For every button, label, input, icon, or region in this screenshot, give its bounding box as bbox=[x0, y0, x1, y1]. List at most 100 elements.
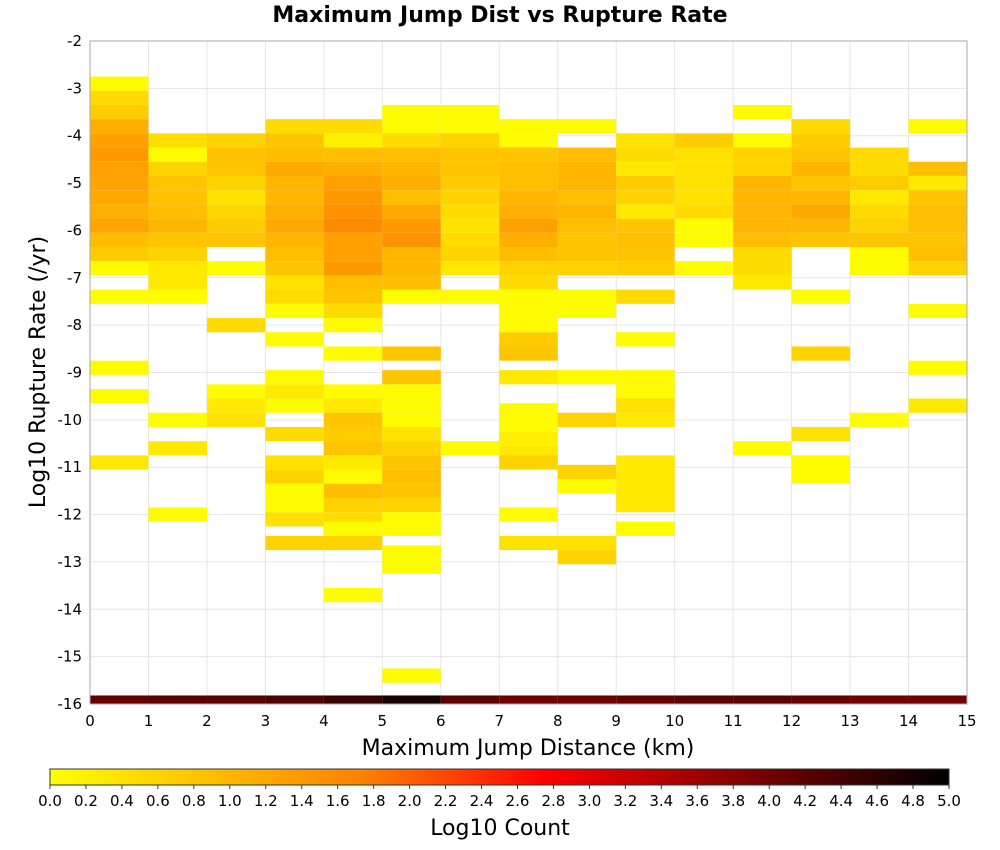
heatmap-cell bbox=[323, 587, 383, 603]
x-tick-label: 14 bbox=[899, 712, 918, 730]
heatmap-cell bbox=[382, 204, 441, 219]
heatmap-cell bbox=[90, 218, 149, 233]
heatmap-cell bbox=[440, 289, 500, 304]
heatmap-cell bbox=[382, 469, 441, 484]
heatmap-cell bbox=[90, 204, 149, 219]
heatmap-cell bbox=[733, 275, 792, 290]
heatmap-cell bbox=[616, 190, 675, 205]
heatmap-cell bbox=[557, 303, 617, 319]
heatmap-cell bbox=[90, 161, 149, 176]
heatmap-cell bbox=[90, 90, 149, 105]
heatmap-cell bbox=[440, 247, 500, 262]
heatmap-cell bbox=[557, 289, 617, 304]
heatmap-cell bbox=[265, 497, 324, 513]
heatmap-cell bbox=[382, 232, 441, 248]
heatmap-cell bbox=[616, 412, 675, 427]
heatmap-cell bbox=[382, 497, 441, 513]
heatmap-cell bbox=[557, 550, 617, 565]
heatmap-cell bbox=[616, 204, 675, 219]
heatmap-cell bbox=[265, 455, 324, 470]
heatmap-cell bbox=[265, 303, 324, 319]
heatmap-cell bbox=[908, 204, 967, 219]
heatmap-cell bbox=[440, 232, 500, 248]
heatmap-cell bbox=[323, 455, 383, 470]
heatmap-cell bbox=[616, 695, 675, 704]
heatmap-cell bbox=[323, 398, 383, 413]
heatmap-cell bbox=[557, 479, 617, 494]
heatmap-cell bbox=[382, 175, 441, 191]
heatmap-cell bbox=[323, 346, 383, 361]
heatmap-cell bbox=[323, 190, 383, 205]
y-tick-label: -4 bbox=[67, 127, 82, 145]
heatmap-cell bbox=[323, 175, 383, 191]
heatmap-cell bbox=[323, 497, 383, 513]
heatmap-cell bbox=[908, 398, 967, 413]
heatmap-cell bbox=[90, 695, 149, 704]
x-tick-label: 0 bbox=[85, 712, 95, 730]
heatmap-cell bbox=[499, 695, 558, 704]
x-tick-label: 9 bbox=[611, 712, 621, 730]
heatmap-cell bbox=[616, 469, 675, 484]
heatmap-cell bbox=[850, 232, 909, 248]
y-axis-label: Log10 Rupture Rate (/yr) bbox=[26, 236, 51, 508]
heatmap-cell bbox=[323, 521, 383, 536]
colorbar-tick-label: 2.0 bbox=[398, 792, 422, 810]
heatmap-cell bbox=[90, 119, 149, 134]
heatmap-cell bbox=[499, 303, 558, 319]
heatmap-cell bbox=[791, 469, 851, 484]
colorbar-tick-label: 1.8 bbox=[362, 792, 386, 810]
heatmap-cell bbox=[557, 247, 617, 262]
heatmap-cell bbox=[733, 247, 792, 262]
heatmap-cell bbox=[733, 218, 792, 233]
heatmap-cell bbox=[323, 303, 383, 319]
heatmap-cell bbox=[616, 161, 675, 176]
heatmap-cell bbox=[148, 247, 207, 262]
heatmap-cell bbox=[616, 398, 675, 413]
heatmap-cell bbox=[148, 261, 207, 276]
heatmap-cell bbox=[323, 483, 383, 498]
heatmap-cell bbox=[382, 695, 441, 704]
heatmap-cell bbox=[382, 133, 441, 148]
heatmap-cell bbox=[557, 161, 617, 176]
heatmap-cell bbox=[323, 412, 383, 427]
heatmap-cell bbox=[557, 204, 617, 219]
heatmap-cell bbox=[674, 232, 734, 248]
heatmap-cell bbox=[850, 161, 909, 176]
heatmap-cell bbox=[323, 204, 383, 219]
colorbar-tick-label: 5.0 bbox=[937, 792, 961, 810]
heatmap-cell bbox=[206, 261, 266, 276]
heatmap-cell bbox=[557, 370, 617, 385]
heatmap-cell bbox=[440, 119, 500, 134]
heatmap-cell bbox=[323, 441, 383, 456]
heatmap-cell bbox=[265, 535, 324, 551]
heatmap-cell bbox=[323, 469, 383, 484]
heatmap-cell bbox=[382, 521, 441, 536]
heatmap-cell bbox=[265, 204, 324, 219]
heatmap-cell bbox=[206, 232, 266, 248]
heatmap-cell bbox=[908, 175, 967, 191]
heatmap-cell bbox=[440, 441, 500, 456]
heatmap-cell bbox=[382, 545, 441, 560]
heatmap-cell bbox=[791, 133, 851, 148]
heatmap-cell bbox=[674, 133, 734, 148]
heatmap-cell bbox=[148, 695, 207, 704]
heatmap-cell bbox=[323, 384, 383, 399]
heatmap-cell bbox=[148, 275, 207, 290]
heatmap-cells bbox=[90, 76, 967, 704]
x-axis-label: Maximum Jump Distance (km) bbox=[362, 736, 695, 761]
heatmap-cell bbox=[791, 190, 851, 205]
heatmap-cell bbox=[206, 204, 266, 219]
heatmap-cell bbox=[616, 175, 675, 191]
heatmap-cell bbox=[499, 289, 558, 304]
heatmap-cell bbox=[499, 455, 558, 470]
heatmap-cell bbox=[206, 133, 266, 148]
heatmap-cell bbox=[616, 261, 675, 276]
heatmap-cell bbox=[557, 412, 617, 427]
colorbar-tick-label: 4.4 bbox=[829, 792, 853, 810]
colorbar-tick-label: 2.8 bbox=[542, 792, 566, 810]
heatmap-cell bbox=[148, 412, 207, 427]
heatmap-cell bbox=[733, 161, 792, 176]
heatmap-cell bbox=[265, 247, 324, 262]
heatmap-cell bbox=[850, 190, 909, 205]
heatmap-cell bbox=[382, 559, 441, 574]
